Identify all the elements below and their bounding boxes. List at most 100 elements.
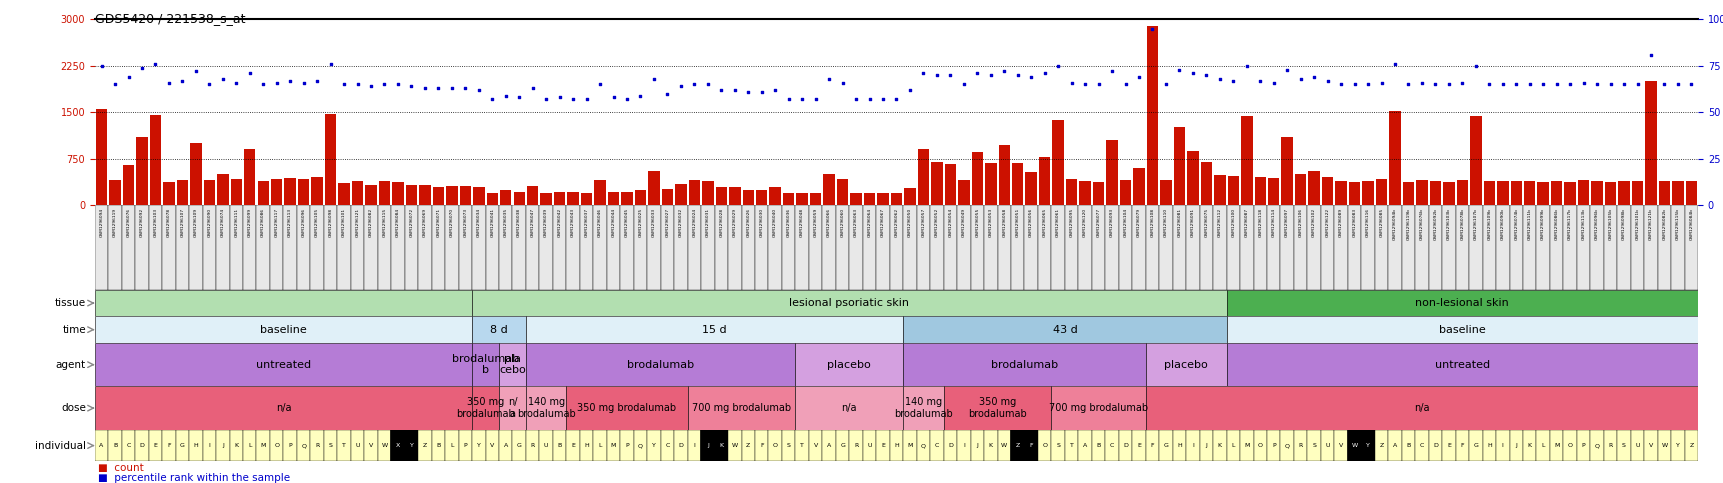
Text: GSM1296078: GSM1296078: [167, 208, 171, 237]
Bar: [310, 430, 324, 461]
Bar: [889, 205, 903, 290]
Bar: [942, 430, 956, 461]
Bar: [1241, 116, 1253, 205]
Bar: [824, 174, 834, 205]
Bar: [136, 137, 148, 205]
Bar: [513, 192, 524, 205]
Text: GSM1296122: GSM1296122: [1325, 208, 1328, 237]
Bar: [930, 205, 942, 290]
Text: O: O: [772, 443, 777, 448]
Text: pla
cebo: pla cebo: [500, 354, 526, 375]
Bar: [1521, 430, 1535, 461]
Bar: [998, 430, 1010, 461]
Text: 140 mg
brodalumab: 140 mg brodalumab: [894, 398, 953, 419]
Text: H: H: [894, 443, 898, 448]
Bar: [1023, 205, 1037, 290]
Bar: [1401, 205, 1415, 290]
Text: D: D: [679, 443, 682, 448]
Point: [1582, 81, 1609, 88]
Bar: [903, 205, 917, 290]
Bar: [419, 205, 431, 290]
Bar: [1199, 162, 1211, 205]
Text: GSM1296044: GSM1296044: [612, 208, 615, 237]
Bar: [1535, 205, 1549, 290]
Text: GSM1296109b: GSM1296109b: [1487, 208, 1490, 240]
Bar: [1373, 205, 1387, 290]
Bar: [350, 430, 364, 461]
Text: B: B: [436, 443, 441, 448]
Bar: [1644, 430, 1658, 461]
Bar: [498, 205, 512, 290]
Bar: [472, 386, 498, 430]
Bar: [553, 205, 567, 290]
Text: G: G: [517, 443, 522, 448]
Bar: [646, 430, 660, 461]
Text: E: E: [570, 443, 575, 448]
Bar: [1670, 205, 1683, 290]
Bar: [215, 205, 229, 290]
Text: GSM1296063: GSM1296063: [853, 208, 858, 237]
Bar: [741, 205, 755, 290]
Bar: [526, 430, 539, 461]
Point: [1299, 73, 1327, 81]
Text: baseline: baseline: [260, 325, 307, 335]
Bar: [95, 430, 109, 461]
Point: [681, 81, 708, 88]
Text: U: U: [355, 443, 360, 448]
Text: K: K: [1527, 443, 1532, 448]
Text: I: I: [693, 443, 694, 448]
Text: V: V: [1647, 443, 1652, 448]
Text: GSM1296096b: GSM1296096b: [1594, 208, 1599, 240]
Bar: [1065, 430, 1079, 461]
Point: [1206, 75, 1234, 83]
Bar: [917, 205, 930, 290]
Text: GSM1296117: GSM1296117: [274, 208, 279, 237]
Bar: [1484, 181, 1494, 205]
Text: GSM1296086: GSM1296086: [262, 208, 265, 237]
Bar: [148, 430, 162, 461]
Bar: [727, 430, 741, 461]
Bar: [284, 178, 296, 205]
Text: J: J: [222, 443, 224, 448]
Text: 15 d: 15 d: [701, 325, 727, 335]
Text: R: R: [531, 443, 534, 448]
Text: Q: Q: [638, 443, 643, 448]
Bar: [176, 430, 190, 461]
Bar: [794, 343, 903, 386]
Bar: [1618, 181, 1628, 205]
Bar: [1213, 205, 1225, 290]
Text: Z: Z: [1689, 443, 1692, 448]
Bar: [1644, 205, 1658, 290]
Bar: [796, 193, 808, 205]
Bar: [715, 187, 727, 205]
Point: [546, 94, 574, 101]
Point: [1285, 75, 1313, 83]
Bar: [338, 183, 350, 205]
Text: GSM1296066: GSM1296066: [827, 208, 830, 237]
Text: GSM1296036: GSM1296036: [786, 208, 791, 237]
Bar: [148, 205, 162, 290]
Bar: [553, 192, 565, 205]
Bar: [646, 205, 660, 290]
Text: ■  count: ■ count: [98, 463, 145, 473]
Text: GDS5420 / 221538_s_at: GDS5420 / 221538_s_at: [95, 12, 245, 25]
Bar: [836, 205, 849, 290]
Point: [1354, 81, 1382, 88]
Text: GSM1296079: GSM1296079: [1137, 208, 1141, 237]
Point: [1179, 70, 1206, 77]
Point: [424, 84, 451, 92]
Bar: [257, 205, 271, 290]
Text: W: W: [1661, 443, 1666, 448]
Bar: [203, 181, 215, 205]
Bar: [1644, 81, 1656, 205]
Bar: [944, 164, 956, 205]
Bar: [1225, 205, 1239, 290]
Bar: [229, 430, 243, 461]
Text: GSM1296025: GSM1296025: [638, 208, 643, 237]
Text: L: L: [248, 443, 252, 448]
Point: [1151, 81, 1179, 88]
Bar: [970, 430, 984, 461]
Text: T: T: [341, 443, 346, 448]
Text: GSM1296103: GSM1296103: [153, 208, 157, 237]
Bar: [95, 316, 472, 343]
